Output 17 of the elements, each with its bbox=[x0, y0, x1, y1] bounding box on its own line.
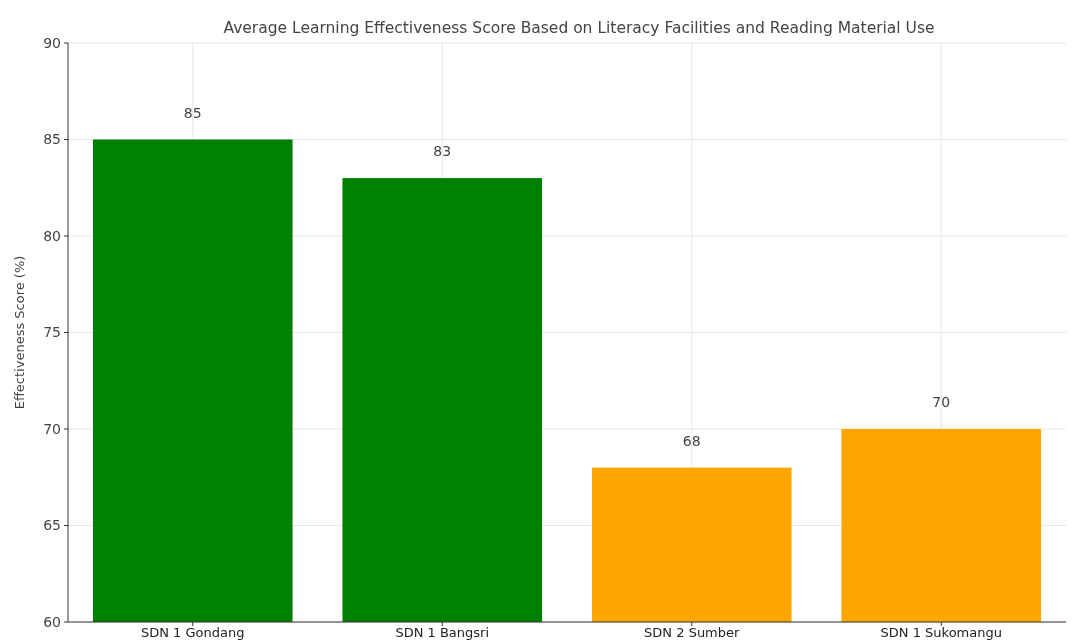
y-tick-label: 70 bbox=[43, 420, 61, 437]
data-label: 70 bbox=[932, 394, 951, 410]
y-tick-label: 75 bbox=[43, 324, 61, 341]
y-tick-label: 80 bbox=[43, 227, 61, 244]
y-tick-label: 65 bbox=[43, 517, 61, 534]
x-tick-label: SDN 1 Sukomangu bbox=[880, 625, 1002, 640]
chart-title: Average Learning Effectiveness Score Based on Literacy Facilities and Reading Material Use bbox=[223, 19, 935, 37]
y-tick-label: 60 bbox=[43, 613, 61, 630]
x-tick-label: SDN 1 Bangsri bbox=[395, 625, 490, 640]
data-label: 85 bbox=[183, 104, 202, 121]
y-tick-label: 90 bbox=[43, 34, 61, 51]
data-label: 83 bbox=[433, 143, 452, 160]
x-tick-label: SDN 1 Gondang bbox=[141, 625, 245, 640]
y-axis-title: Effectiveness Score (%) bbox=[12, 255, 27, 410]
y-tick-label: 85 bbox=[43, 131, 61, 148]
x-tick-label: SDN 2 Sumber bbox=[644, 625, 741, 640]
data-label: 68 bbox=[682, 432, 701, 449]
